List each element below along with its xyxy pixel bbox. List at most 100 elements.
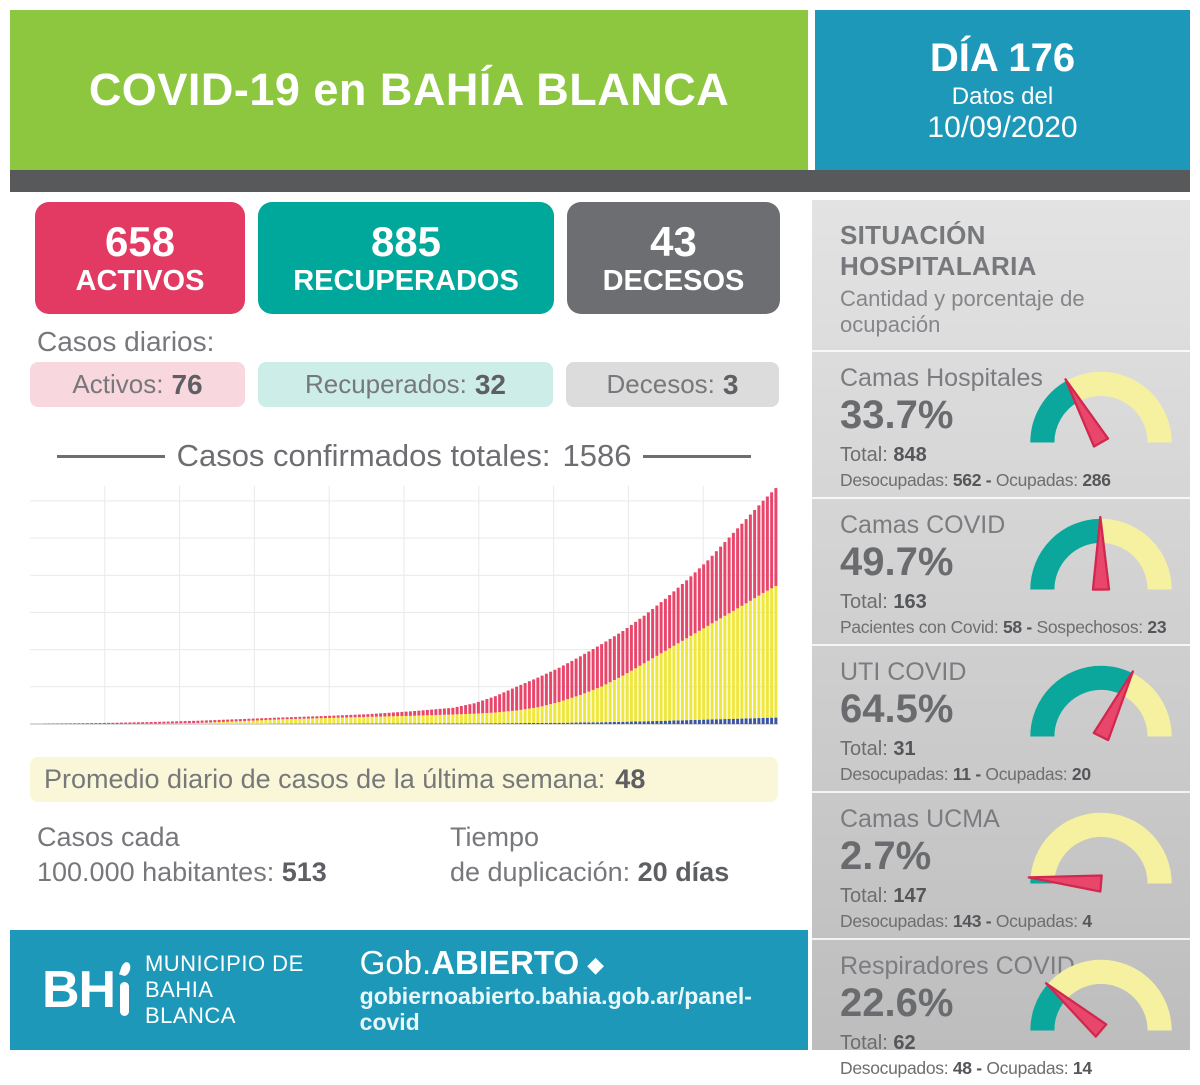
gauge [1026, 803, 1176, 895]
page-title: COVID-19 en BAHÍA BLANCA [89, 64, 729, 116]
gauge [1026, 950, 1176, 1042]
detail1-label: Desocupadas: [840, 470, 948, 490]
chart-title: Casos confirmados totales: 1586 [30, 438, 778, 474]
gob-brand-regular: Gob. [360, 944, 432, 981]
recovered-count: 885 [371, 218, 441, 265]
gauge-panel-respiradores-covid: Respiradores COVID 22.6% Total: 62 Desoc… [812, 938, 1190, 1085]
detail1-value: 143 [953, 911, 981, 931]
detail-separator: - [1026, 617, 1032, 637]
daily-deaths-label: Decesos: [607, 369, 715, 400]
panel-detail: Desocupadas: 11 - Ocupadas: 20 [840, 764, 1190, 785]
detail1-value: 48 [953, 1058, 972, 1078]
detail-separator: - [975, 764, 981, 784]
total-label: Total: [840, 738, 888, 760]
sidebar-header: SITUACIÓN HOSPITALARIA Cantidad y porcen… [812, 200, 1190, 350]
gauge-panel-camas-hospitales: Camas Hospitales 33.7% Total: 848 Desocu… [812, 350, 1190, 497]
total-value: 147 [893, 885, 926, 907]
total-label: Total: [840, 885, 888, 907]
total-label: Total: [840, 444, 888, 466]
total-value: 31 [893, 738, 915, 760]
title-rule-left [57, 455, 165, 458]
summary-box: 885 RECUPERADOS [258, 202, 554, 314]
stem-shape [120, 982, 129, 1016]
cases-chart-svg [30, 480, 778, 735]
detail2-label: Ocupadas: [986, 1058, 1068, 1078]
detail1-label: Desocupados: [840, 1058, 948, 1078]
sidebar-title: SITUACIÓN HOSPITALARIA [840, 220, 1166, 282]
deaths-count: 43 [650, 218, 697, 265]
daily-cases-heading: Casos diarios: [37, 326, 214, 358]
summary-box: 658 ACTIVOS [35, 202, 245, 314]
gauge [1026, 362, 1176, 454]
detail-separator: - [986, 470, 992, 490]
detail2-value: 20 [1072, 764, 1091, 784]
summary-box: 43 DECESOS [567, 202, 780, 314]
footer-bar: BH MUNICIPIO DE BAHIA BLANCA Gob.ABIERTO… [10, 930, 808, 1050]
weekly-average-banner: Promedio diario de casos de la última se… [30, 757, 778, 802]
detail-separator: - [976, 1058, 982, 1078]
data-date: 10/09/2020 [927, 111, 1077, 146]
weekly-average-label: Promedio diario de casos de la última se… [44, 764, 605, 795]
detail1-value: 11 [953, 764, 971, 784]
daily-box: Decesos: 3 [566, 362, 779, 407]
municipality-line2: BAHIA BLANCA [145, 977, 308, 1029]
doubling-time-line2: de duplicación: 20 días [450, 855, 729, 890]
cases-per-100k-label: 100.000 habitantes: [37, 857, 274, 887]
municipality-name: MUNICIPIO DE BAHIA BLANCA [145, 951, 308, 1029]
hospital-sidebar: SITUACIÓN HOSPITALARIA Cantidad y porcen… [812, 200, 1190, 1050]
diamond-icon: ◆ [587, 952, 604, 977]
chart-title-label: Casos confirmados totales: [177, 438, 551, 474]
sidebar-subtitle: Cantidad y porcentaje de ocupación [840, 286, 1166, 338]
cases-per-100k-line1: Casos cada [37, 820, 327, 855]
gauge [1026, 656, 1176, 748]
detail2-label: Ocupadas: [985, 764, 1067, 784]
bhi-logo-text: BH [42, 960, 115, 1020]
doubling-time-line1: Tiempo [450, 820, 729, 855]
detail2-value: 23 [1147, 617, 1166, 637]
panel-detail: Desocupadas: 143 - Ocupadas: 4 [840, 911, 1190, 932]
summary-row: 658 ACTIVOS 885 RECUPERADOS 43 DECESOS [35, 202, 780, 314]
daily-active-value: 76 [171, 369, 202, 401]
detail2-value: 14 [1073, 1058, 1092, 1078]
detail2-label: Ocupadas: [996, 470, 1078, 490]
daily-cases-row: Activos: 76 Recuperados: 32 Decesos: 3 [30, 362, 779, 407]
doubling-time-value: 20 días [638, 857, 730, 887]
total-value: 848 [893, 444, 926, 466]
bhi-logo: BH MUNICIPIO DE BAHIA BLANCA [42, 951, 308, 1029]
panel-detail: Desocupados: 48 - Ocupadas: 14 [840, 1058, 1190, 1079]
panel-detail: Pacientes con Covid: 58 - Sospechosos: 2… [840, 617, 1190, 638]
weekly-average-value: 48 [615, 764, 645, 795]
detail1-value: 562 [953, 470, 981, 490]
active-count: 658 [105, 218, 175, 265]
panel-detail: Desocupadas: 562 - Ocupadas: 286 [840, 470, 1190, 491]
detail2-label: Sospechosos: [1037, 617, 1143, 637]
cases-chart [30, 480, 778, 735]
gob-abierto-block: Gob.ABIERTO◆ gobiernoabierto.bahia.gob.a… [360, 945, 808, 1035]
total-label: Total: [840, 591, 888, 613]
daily-deaths-value: 3 [723, 369, 739, 401]
gauge [1026, 509, 1176, 601]
detail1-value: 58 [1003, 617, 1022, 637]
title-rule-right [643, 455, 751, 458]
chart-title-value: 1586 [562, 438, 631, 474]
detail2-value: 4 [1082, 911, 1091, 931]
deaths-label: DECESOS [603, 265, 745, 297]
total-value: 62 [893, 1032, 915, 1054]
daily-recovered-label: Recuperados: [305, 369, 467, 400]
date-intro: Datos del [952, 83, 1053, 111]
date-box: DÍA 176 Datos del 10/09/2020 [815, 10, 1190, 170]
daily-box: Recuperados: 32 [258, 362, 553, 407]
day-counter: DÍA 176 [930, 35, 1075, 81]
gauge-panel-camas-covid: Camas COVID 49.7% Total: 163 Pacientes c… [812, 497, 1190, 644]
panel-covid-url[interactable]: gobiernoabierto.bahia.gob.ar/panel-covid [360, 984, 808, 1035]
detail2-value: 286 [1082, 470, 1110, 490]
total-label: Total: [840, 1032, 888, 1054]
municipality-line1: MUNICIPIO DE [145, 951, 308, 977]
doubling-time: Tiempo de duplicación: 20 días [450, 820, 729, 890]
leaf-icon [119, 961, 132, 977]
gauge-panel-uti-covid: UTI COVID 64.5% Total: 31 Desocupadas: 1… [812, 644, 1190, 791]
total-value: 163 [893, 591, 926, 613]
daily-active-label: Activos: [72, 369, 163, 400]
detail-separator: - [986, 911, 992, 931]
gob-abierto-brand: Gob.ABIERTO◆ [360, 945, 808, 981]
